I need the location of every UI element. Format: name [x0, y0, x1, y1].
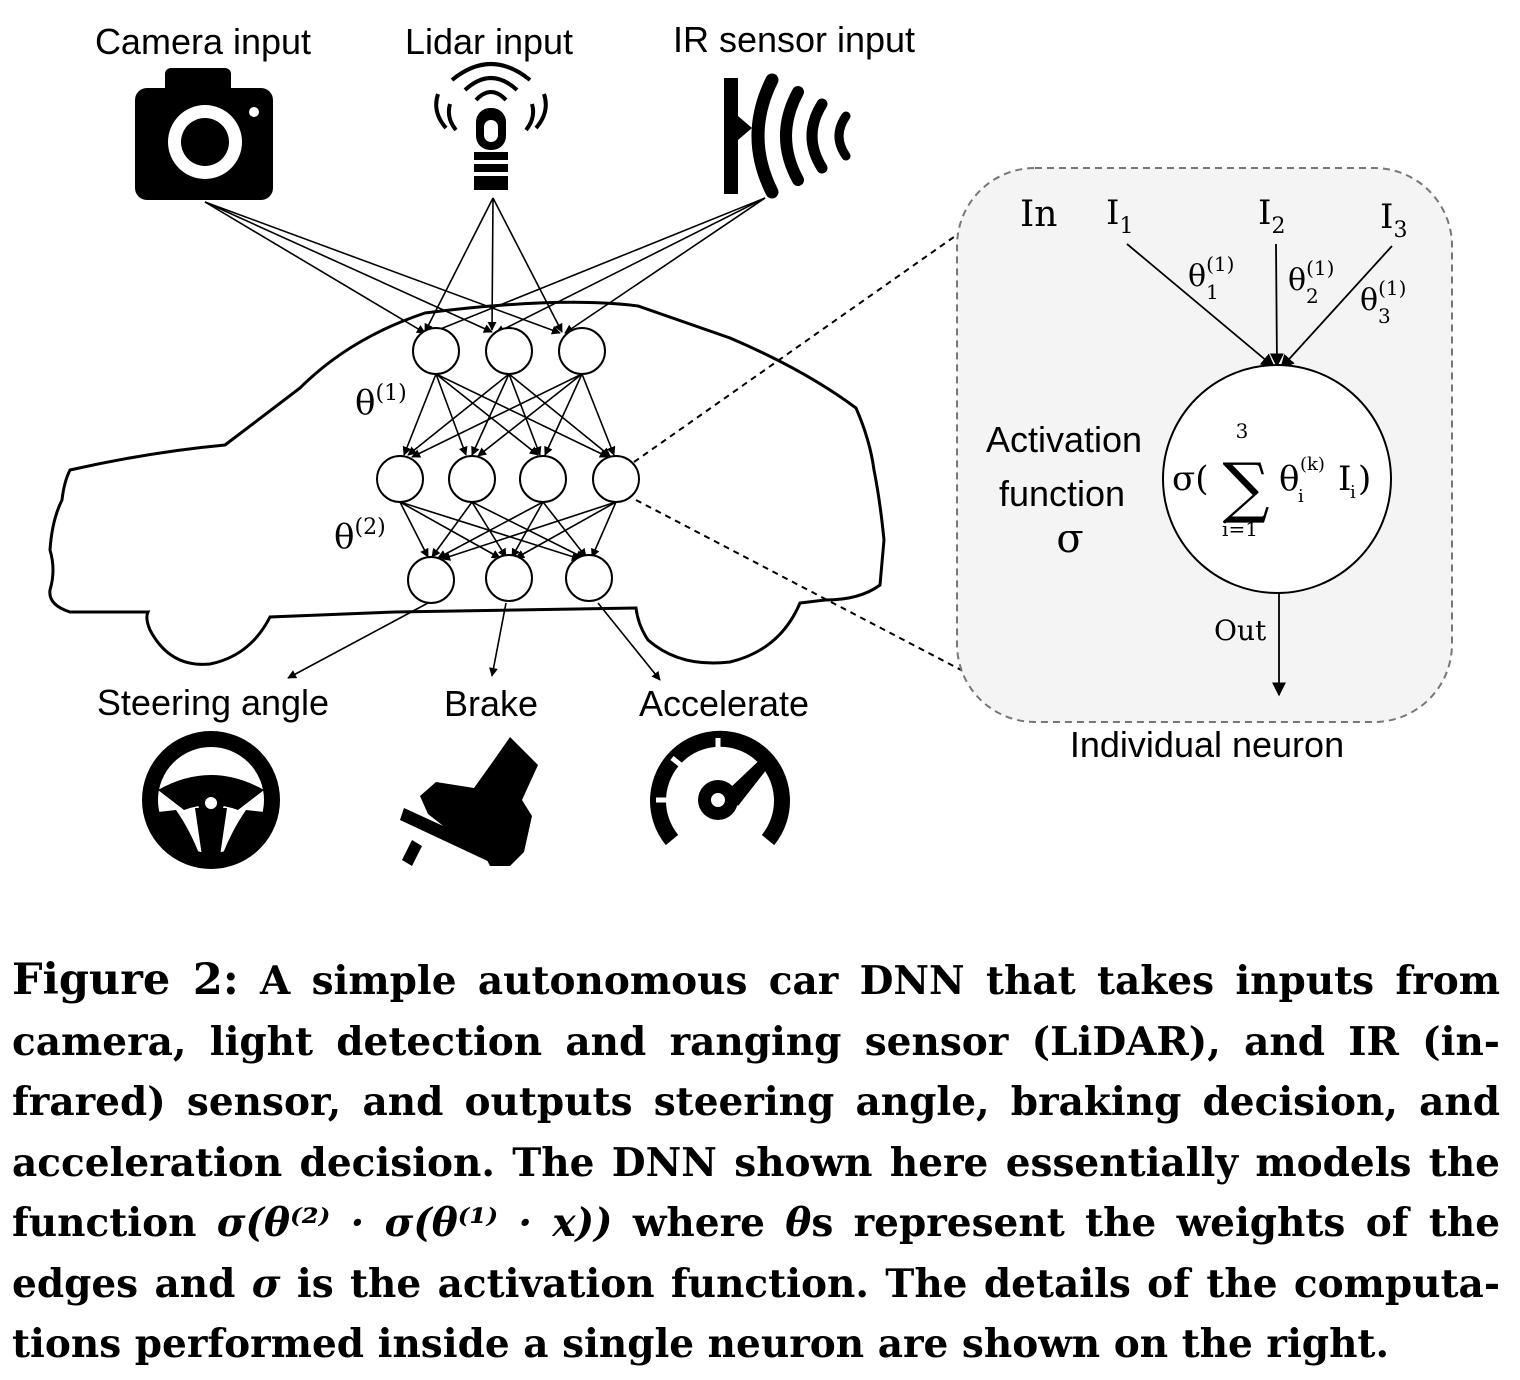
car-outline — [48, 300, 886, 666]
brake-label: Brake — [444, 683, 538, 724]
caption-label: Figure 2: — [12, 955, 239, 1005]
theta1-label: θ(1) — [355, 381, 407, 423]
sigma-label: σ — [1056, 516, 1083, 562]
neuron — [592, 455, 640, 503]
activation-formula: σ( 3 ∑ i=1 θ (k) i I i ) — [1172, 419, 1371, 541]
neuron — [565, 554, 613, 602]
svg-text:∑: ∑ — [1222, 449, 1269, 526]
neuron-layer-3 — [407, 554, 613, 604]
input-i2-label: I2 — [1258, 193, 1285, 239]
caption-formula: σ(θ⁽²⁾ · σ(θ⁽¹⁾ · x)) — [216, 1200, 613, 1246]
brake-pedal-icon — [400, 737, 538, 866]
neuron — [376, 455, 424, 503]
weight-3-label: θ(1) 3 — [1360, 276, 1406, 328]
neuron — [412, 327, 460, 375]
lidar-icon — [434, 62, 548, 190]
activation-label-line1: Activation — [986, 419, 1142, 460]
dnn-figure: Camera input Lidar input IR sensor input — [48, 19, 1453, 869]
caption-text-2: where — [632, 1200, 765, 1246]
svg-text:3: 3 — [1236, 419, 1249, 443]
in-label: In — [1020, 194, 1057, 235]
figure-caption: Figure 2: A simple autonomous car DNN th… — [12, 950, 1500, 1375]
svg-text:(k): (k) — [1300, 454, 1325, 475]
input-edges — [204, 197, 766, 336]
caption-sigma-symbol: σ — [251, 1260, 281, 1307]
weight-2-label: θ(1) 2 — [1288, 256, 1334, 308]
steering-angle-label: Steering angle — [97, 682, 329, 723]
ir-sensor-input-label: IR sensor input — [673, 19, 915, 60]
neuron-circle — [1162, 364, 1392, 594]
neuron — [485, 327, 533, 375]
ir-sensor-icon — [724, 73, 851, 199]
caption-theta-symbol: θ — [785, 1200, 812, 1246]
neuron — [558, 327, 606, 375]
svg-text:i: i — [1298, 486, 1304, 507]
theta2-label: θ(2) — [334, 515, 386, 557]
accelerate-label: Accelerate — [639, 683, 809, 724]
activation-label-line2: function — [999, 473, 1125, 514]
caption-text-3: s represent the weights of the edges and — [12, 1200, 1501, 1307]
out-label: Out — [1214, 614, 1267, 647]
hidden-edges-2 — [399, 501, 617, 561]
neuron-layer-1 — [412, 327, 606, 375]
camera-icon — [135, 68, 273, 200]
input-i1-label: I1 — [1106, 193, 1133, 239]
svg-text:): ) — [1358, 459, 1371, 499]
hidden-edges-1 — [402, 373, 616, 458]
svg-text:I: I — [1338, 459, 1351, 499]
individual-neuron-title: Individual neuron — [1070, 724, 1344, 765]
svg-text:σ(: σ( — [1172, 459, 1208, 499]
speedometer-icon — [650, 730, 790, 846]
output-edges — [287, 602, 661, 681]
caption-text-4: is the activation function. The details … — [12, 1260, 1501, 1368]
steering-wheel-icon — [142, 731, 280, 869]
neuron — [519, 455, 567, 503]
camera-input-label: Camera input — [95, 21, 311, 62]
caption-text-1: A simple autonomous car DNN that takes i… — [12, 958, 1501, 1246]
neuron-layer-2 — [376, 455, 640, 503]
zoom-lines — [633, 212, 989, 684]
input-i3-label: I3 — [1380, 197, 1407, 243]
neuron — [448, 455, 496, 503]
svg-text:i=1: i=1 — [1222, 517, 1258, 541]
lidar-input-label: Lidar input — [405, 21, 573, 62]
neuron-input-edges — [1126, 243, 1393, 370]
svg-text:i: i — [1350, 482, 1356, 503]
weight-1-label: θ(1) 1 — [1188, 252, 1234, 304]
neuron — [407, 556, 455, 604]
svg-text:θ: θ — [1279, 459, 1299, 499]
neuron — [485, 554, 533, 602]
